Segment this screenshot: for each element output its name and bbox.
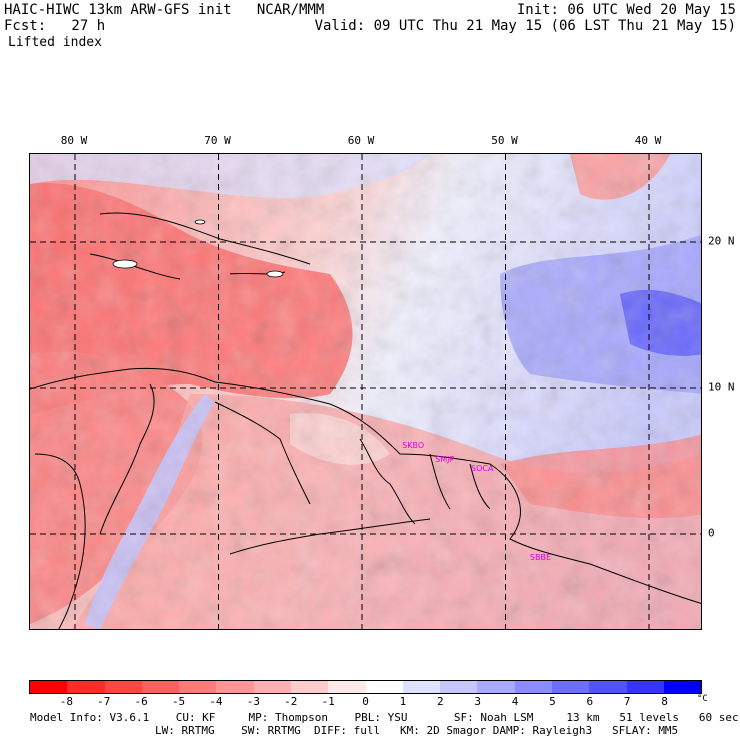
color-scale-label: 1	[399, 695, 407, 708]
color-scale-label: -6	[134, 695, 148, 708]
latitude-label: 10 N	[708, 380, 735, 394]
color-scale-label: 7	[623, 695, 631, 708]
color-scale-cell	[365, 681, 403, 693]
longitude-label: 50 W	[491, 134, 518, 147]
valid-time: Valid: 09 UTC Thu 21 May 15 (06 LST Thu …	[314, 18, 736, 34]
color-scale-cell	[216, 681, 254, 693]
color-scale-cell	[141, 681, 180, 693]
color-scale-label: 2	[436, 695, 444, 708]
map-canvas	[30, 154, 701, 629]
islands	[112, 219, 284, 278]
color-scale-label: -7	[97, 695, 111, 708]
color-scale-cell	[477, 681, 515, 693]
color-scale-label: -4	[209, 695, 223, 708]
color-scale-cell	[514, 681, 552, 693]
color-scale-cell	[290, 681, 329, 693]
color-scale-cell	[328, 681, 366, 693]
color-scale-cell	[30, 681, 68, 693]
color-scale-cell	[440, 681, 478, 693]
longitude-label: 70 W	[204, 134, 231, 147]
station-label: SKBO	[402, 440, 425, 450]
latitude-label: 20 N	[708, 234, 735, 248]
color-scale-label: 3	[474, 695, 481, 708]
longitude-label: 40 W	[634, 134, 662, 147]
forecast-hour: Fcst: 27 h	[4, 18, 106, 34]
color-scale-label: -8	[59, 695, 73, 708]
color-scale-unit: °C	[697, 694, 708, 704]
station-label: SOCA	[471, 463, 494, 473]
longitude-label: 60 W	[347, 134, 375, 147]
color-scale-label: 6	[586, 695, 594, 708]
color-scale-label: 0	[362, 695, 369, 708]
lat-lon-grid	[30, 154, 701, 629]
color-scale-label: 8	[661, 695, 668, 708]
color-scale-bar	[29, 680, 702, 694]
coastlines	[30, 212, 701, 629]
color-scale-label: -3	[246, 695, 260, 708]
color-scale-cell	[589, 681, 627, 693]
color-scale-label: -5	[171, 695, 186, 708]
model-info-line2: LW: RRTMG SW: RRTMG DIFF: full KM: 2D Sm…	[155, 724, 679, 737]
init-time: Init: 06 UTC Wed 20 May 15	[516, 2, 736, 18]
model-info-line1: Model Info: V3.6.1 CU: KF MP: Thompson P…	[30, 711, 739, 724]
color-scale-cell	[663, 681, 702, 693]
model-title: HAIC-HIWC 13km ARW-GFS init NCAR/MMM	[4, 2, 325, 18]
lifted-index-map: SKBO SMJP SOCA SBBE	[29, 153, 702, 630]
longitude-label: 80 W	[60, 134, 88, 147]
color-scale-label: -1	[321, 695, 335, 708]
station-label: SMJP	[435, 455, 455, 465]
color-scale-cell	[179, 681, 217, 693]
color-scale-cell	[551, 681, 590, 693]
color-scale-cell	[253, 681, 291, 693]
station-label: SBBE	[529, 552, 551, 562]
color-scale-cell	[104, 681, 142, 693]
field-texture	[30, 154, 701, 629]
color-scale-cell	[626, 681, 664, 693]
field-name: Lifted index	[8, 35, 102, 50]
color-scale-cell	[402, 681, 441, 693]
color-scale-label: -2	[284, 695, 298, 708]
color-scale-label: 4	[511, 695, 519, 708]
latitude-label: 0	[708, 526, 715, 540]
color-scale-cell	[67, 681, 105, 693]
color-scale-label: 5	[549, 695, 556, 708]
